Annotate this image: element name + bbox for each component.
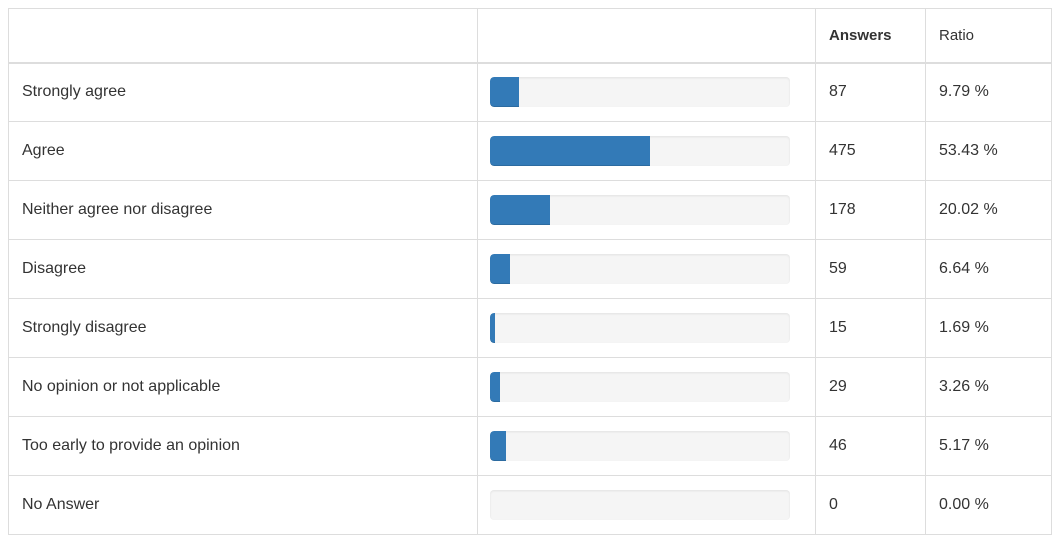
row-answers: 475 bbox=[815, 121, 926, 181]
row-answers: 178 bbox=[815, 180, 926, 240]
row-label: No opinion or not applicable bbox=[8, 357, 478, 417]
row-answers: 15 bbox=[815, 298, 926, 358]
progress-bar bbox=[490, 490, 790, 520]
progress-bar bbox=[490, 313, 790, 343]
progress-bar-fill bbox=[490, 195, 551, 225]
progress-bar-fill bbox=[490, 77, 520, 108]
row-ratio: 3.26 % bbox=[925, 357, 1052, 417]
row-answers: 59 bbox=[815, 239, 926, 299]
row-answers: 29 bbox=[815, 357, 926, 417]
row-answers: 87 bbox=[815, 62, 926, 122]
progress-bar bbox=[490, 136, 790, 166]
row-ratio: 53.43 % bbox=[925, 121, 1052, 181]
progress-bar bbox=[490, 372, 790, 402]
table-row: Strongly disagree 15 1.69 % bbox=[8, 298, 1052, 358]
table-row: Neither agree nor disagree 178 20.02 % bbox=[8, 180, 1052, 240]
row-bar-cell bbox=[477, 62, 816, 122]
row-ratio: 20.02 % bbox=[925, 180, 1052, 240]
table-row: Strongly agree 87 9.79 % bbox=[8, 62, 1052, 122]
progress-bar-fill bbox=[490, 372, 500, 402]
row-label: Neither agree nor disagree bbox=[8, 180, 478, 240]
header-label bbox=[8, 8, 478, 64]
progress-bar bbox=[490, 195, 790, 225]
table-row: No opinion or not applicable 29 3.26 % bbox=[8, 357, 1052, 417]
table-row: No Answer 0 0.00 % bbox=[8, 475, 1052, 535]
header-bar bbox=[477, 8, 816, 64]
row-label: Agree bbox=[8, 121, 478, 181]
row-label: Disagree bbox=[8, 239, 478, 299]
row-bar-cell bbox=[477, 239, 816, 299]
row-bar-cell bbox=[477, 180, 816, 240]
row-answers: 0 bbox=[815, 475, 926, 535]
table-header: Answers Ratio bbox=[8, 8, 1052, 64]
row-bar-cell bbox=[477, 121, 816, 181]
row-ratio: 1.69 % bbox=[925, 298, 1052, 358]
header-row: Answers Ratio bbox=[8, 8, 1052, 64]
row-label: Too early to provide an opinion bbox=[8, 416, 478, 476]
progress-bar bbox=[490, 77, 790, 108]
row-label: No Answer bbox=[8, 475, 478, 535]
row-ratio: 5.17 % bbox=[925, 416, 1052, 476]
row-bar-cell bbox=[477, 416, 816, 476]
table-row: Disagree 59 6.64 % bbox=[8, 239, 1052, 299]
row-label: Strongly disagree bbox=[8, 298, 478, 358]
row-bar-cell bbox=[477, 357, 816, 417]
progress-bar-fill bbox=[490, 313, 496, 343]
progress-bar-fill bbox=[490, 431, 506, 461]
row-label: Strongly agree bbox=[8, 62, 478, 122]
row-ratio: 0.00 % bbox=[925, 475, 1052, 535]
row-answers: 46 bbox=[815, 416, 926, 476]
row-ratio: 6.64 % bbox=[925, 239, 1052, 299]
header-answers: Answers bbox=[815, 8, 926, 64]
table-row: Too early to provide an opinion 46 5.17 … bbox=[8, 416, 1052, 476]
table-body: Strongly agree 87 9.79 % Agree 475 53.43… bbox=[8, 62, 1052, 535]
row-bar-cell bbox=[477, 298, 816, 358]
progress-bar-fill bbox=[490, 254, 510, 284]
progress-bar bbox=[490, 254, 790, 284]
row-bar-cell bbox=[477, 475, 816, 535]
progress-bar bbox=[490, 431, 790, 461]
progress-bar-fill bbox=[490, 136, 651, 166]
table-row: Agree 475 53.43 % bbox=[8, 121, 1052, 181]
row-ratio: 9.79 % bbox=[925, 62, 1052, 122]
header-ratio: Ratio bbox=[925, 8, 1052, 64]
results-table: Answers Ratio Strongly agree 87 9.79 % A… bbox=[8, 8, 1052, 535]
